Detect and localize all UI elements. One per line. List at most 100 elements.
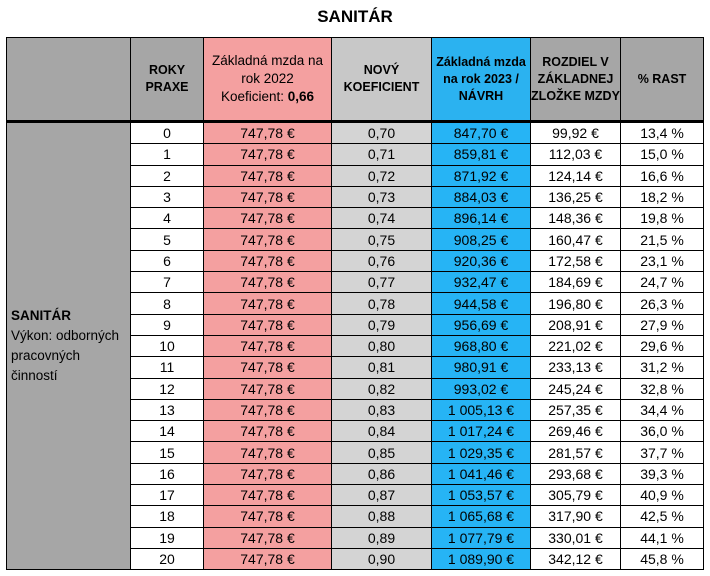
- cell-rast: 13,4 %: [620, 120, 704, 145]
- cell-rozdiel: 112,03 €: [530, 143, 621, 166]
- cell-novy-koeficient: 0,79: [331, 313, 432, 336]
- cell-roky-praxe: 12: [130, 377, 204, 400]
- cell-novy-koeficient: 0,88: [331, 505, 432, 528]
- cell-rast: 18,2 %: [620, 185, 704, 209]
- table-row: SANITÁR Výkon: odborných pracovných činno…: [6, 120, 704, 571]
- cell-rozdiel: 160,47 €: [530, 228, 621, 251]
- cell-novy-koeficient: 0,73: [331, 185, 432, 209]
- cell-mzda-2022: 747,78 €: [203, 505, 332, 528]
- table-row: 8 747,78 €0,78 944,58 €196,80 €26,3 %: [7, 292, 704, 315]
- cell-mzda-2023: 1 077,79 €: [431, 526, 531, 549]
- cell-roky-praxe: 16: [130, 462, 204, 486]
- table-row: 15 747,78 €0,85 1 029,35 €281,57 €37,7 %: [7, 441, 704, 464]
- cell-novy-koeficient: 0,70: [331, 120, 432, 145]
- table-row: 14 747,78 €0,84 1 017,24 €269,46 €36,0 %: [7, 420, 704, 443]
- table-row: 4 747,78 €0,74 896,14 €148,36 €19,8 %: [7, 207, 704, 230]
- cell-novy-koeficient: 0,81: [331, 356, 432, 379]
- header-roky-praxe: ROKY PRAXE: [130, 37, 204, 122]
- cell-roky-praxe: 11: [130, 356, 204, 379]
- table-row: 3 747,78 €0,73 884,03 €136,25 €18,2 %: [7, 185, 704, 209]
- cell-rast: 21,5 %: [620, 228, 704, 251]
- cell-roky-praxe: 7: [130, 271, 204, 294]
- cell-mzda-2023: 956,69 €: [431, 313, 531, 336]
- cell-novy-koeficient: 0,75: [331, 228, 432, 251]
- cell-rozdiel: 208,91 €: [530, 313, 621, 336]
- cell-rast: 34,4 %: [620, 398, 704, 422]
- cell-rozdiel: 245,24 €: [530, 377, 621, 400]
- cell-roky-praxe: 20: [130, 547, 204, 571]
- page-title: SANITÁR: [317, 7, 393, 26]
- cell-novy-koeficient: 0,78: [331, 292, 432, 315]
- cell-mzda-2022: 747,78 €: [203, 377, 332, 400]
- cell-rast: 36,0 %: [620, 420, 704, 443]
- cell-roky-praxe: 15: [130, 441, 204, 464]
- header-novy-koeficient: NOVÝ KOEFICIENT: [331, 37, 432, 122]
- cell-rast: 29,6 %: [620, 334, 704, 358]
- cell-mzda-2023: 1 041,46 €: [431, 462, 531, 486]
- cell-mzda-2022: 747,78 €: [203, 207, 332, 230]
- cell-roky-praxe: 14: [130, 420, 204, 443]
- cell-roky-praxe: 5: [130, 228, 204, 251]
- cell-novy-koeficient: 0,85: [331, 441, 432, 464]
- cell-rast: 39,3 %: [620, 462, 704, 486]
- cell-mzda-2023: 847,70 €: [431, 120, 531, 145]
- header-zakladna-mzda-2022: Základná mzda na rok 2022 Koeficient: 0,…: [203, 37, 332, 122]
- cell-roky-praxe: 18: [130, 505, 204, 528]
- cell-rozdiel: 293,68 €: [530, 462, 621, 486]
- cell-mzda-2022: 747,78 €: [203, 292, 332, 315]
- cell-roky-praxe: 2: [130, 164, 204, 187]
- salary-table: ROKY PRAXE Základná mzda na rok 2022 Koe…: [6, 37, 704, 571]
- side-label-title: SANITÁR: [11, 308, 71, 324]
- cell-mzda-2022: 747,78 €: [203, 462, 332, 486]
- cell-mzda-2022: 747,78 €: [203, 228, 332, 251]
- cell-mzda-2022: 747,78 €: [203, 547, 332, 571]
- cell-rast: 15,0 %: [620, 143, 704, 166]
- cell-mzda-2022: 747,78 €: [203, 420, 332, 443]
- cell-mzda-2022: 747,78 €: [203, 484, 332, 507]
- header-row: ROKY PRAXE Základná mzda na rok 2022 Koe…: [6, 37, 704, 122]
- cell-novy-koeficient: 0,86: [331, 462, 432, 486]
- cell-rozdiel: 342,12 €: [530, 547, 621, 571]
- table-row: 19 747,78 €0,89 1 077,79 €330,01 €44,1 %: [7, 526, 704, 549]
- table-row: 5 747,78 €0,75 908,25 €160,47 €21,5 %: [7, 228, 704, 251]
- cell-rozdiel: 184,69 €: [530, 271, 621, 294]
- cell-rast: 23,1 %: [620, 249, 704, 273]
- cell-mzda-2023: 1 005,13 €: [431, 398, 531, 422]
- side-label: SANITÁR Výkon: odborných pracovných činno…: [6, 120, 131, 571]
- cell-roky-praxe: 3: [130, 185, 204, 209]
- cell-rast: 16,6 %: [620, 164, 704, 187]
- cell-rozdiel: 317,90 €: [530, 505, 621, 528]
- table-row: 18 747,78 €0,88 1 065,68 €317,90 €42,5 %: [7, 505, 704, 528]
- cell-mzda-2022: 747,78 €: [203, 398, 332, 422]
- cell-rozdiel: 124,14 €: [530, 164, 621, 187]
- cell-rozdiel: 281,57 €: [530, 441, 621, 464]
- cell-rast: 32,8 %: [620, 377, 704, 400]
- header-rozdiel: ROZDIEL V ZÁKLADNEJ ZLOŽKE MZDY: [530, 37, 621, 122]
- cell-mzda-2023: 980,91 €: [431, 356, 531, 379]
- cell-mzda-2023: 896,14 €: [431, 207, 531, 230]
- cell-roky-praxe: 1: [130, 143, 204, 166]
- table-row: 11 747,78 €0,81 980,91 €233,13 €31,2 %: [7, 356, 704, 379]
- cell-rast: 24,7 %: [620, 271, 704, 294]
- cell-mzda-2023: 908,25 €: [431, 228, 531, 251]
- cell-rozdiel: 330,01 €: [530, 526, 621, 549]
- cell-novy-koeficient: 0,74: [331, 207, 432, 230]
- header-rast: % RAST: [620, 37, 704, 122]
- cell-rast: 40,9 %: [620, 484, 704, 507]
- table-row: 13 747,78 €0,83 1 005,13 €257,35 €34,4 %: [7, 398, 704, 422]
- cell-mzda-2023: 932,47 €: [431, 271, 531, 294]
- cell-rozdiel: 305,79 €: [530, 484, 621, 507]
- cell-rozdiel: 221,02 €: [530, 334, 621, 358]
- table-row: 20 747,78 €0,90 1 089,90 €342,12 €45,8 %: [7, 547, 704, 571]
- cell-mzda-2023: 884,03 €: [431, 185, 531, 209]
- table-row: 10 747,78 €0,80 968,80 €221,02 €29,6 %: [7, 334, 704, 358]
- cell-roky-praxe: 13: [130, 398, 204, 422]
- table-row: 12 747,78 €0,82 993,02 €245,24 €32,8 %: [7, 377, 704, 400]
- side-label-text: Výkon: odborných pracovných činností: [11, 328, 120, 384]
- cell-mzda-2023: 871,92 €: [431, 164, 531, 187]
- cell-rozdiel: 172,58 €: [530, 249, 621, 273]
- table-row: 9 747,78 €0,79 956,69 €208,91 €27,9 %: [7, 313, 704, 336]
- cell-mzda-2022: 747,78 €: [203, 334, 332, 358]
- cell-novy-koeficient: 0,83: [331, 398, 432, 422]
- cell-rozdiel: 136,25 €: [530, 185, 621, 209]
